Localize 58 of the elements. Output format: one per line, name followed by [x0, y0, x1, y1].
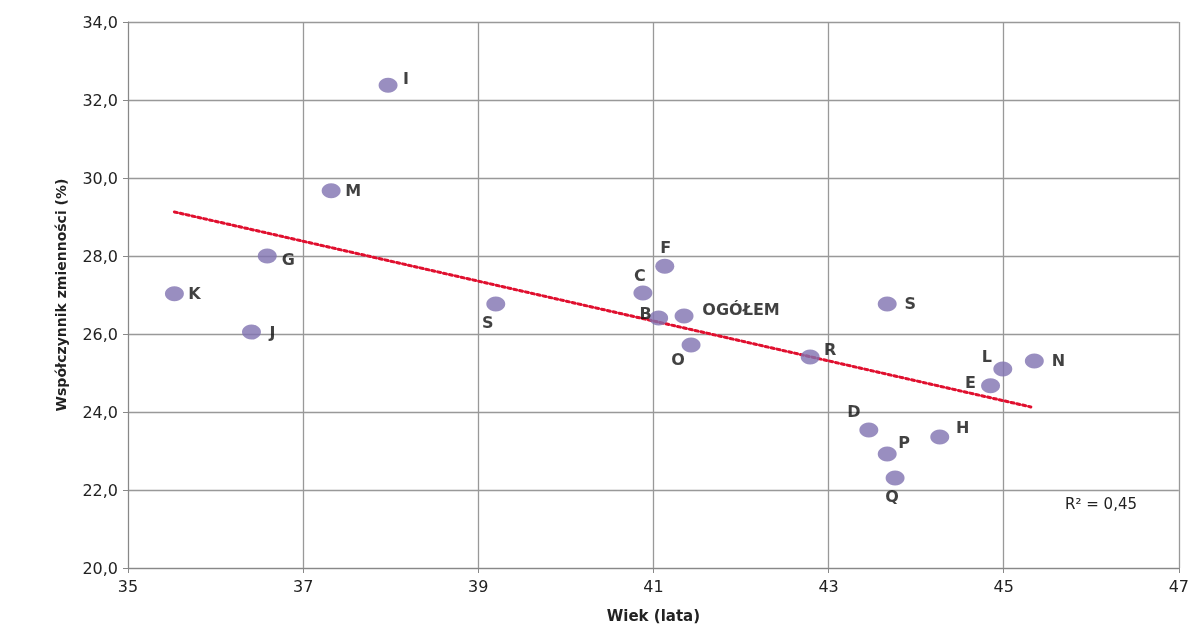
- y-tick-label: 22,0: [82, 480, 118, 500]
- annotation: O: [671, 350, 685, 370]
- point: [930, 429, 950, 445]
- annotation: J: [268, 322, 276, 342]
- point: [877, 296, 897, 312]
- y-tick-label: 24,0: [82, 402, 118, 422]
- point: [655, 258, 675, 274]
- annotation: P: [898, 432, 911, 452]
- point: [649, 310, 669, 326]
- annotation: E: [965, 373, 977, 393]
- annotation: M: [345, 181, 362, 201]
- point: [1024, 353, 1044, 369]
- point: [164, 286, 184, 302]
- annotation: S: [904, 294, 916, 314]
- point: [321, 183, 341, 199]
- annotation: L: [981, 346, 992, 366]
- annotation: F: [660, 237, 672, 257]
- annotation: Q: [885, 487, 899, 507]
- y-tick-label: 30,0: [82, 168, 118, 188]
- point: [633, 285, 653, 301]
- annotation: H: [956, 418, 970, 438]
- x-tick-label: 41: [643, 576, 664, 596]
- point: [681, 337, 701, 353]
- y-tick-label: 32,0: [82, 90, 118, 110]
- x-tick-label: 43: [818, 576, 839, 596]
- point: [859, 422, 879, 438]
- point: [486, 296, 506, 312]
- point: [885, 470, 905, 486]
- y-tick-label: 34,0: [82, 12, 118, 32]
- annotation: D: [847, 402, 861, 422]
- point: [257, 248, 277, 264]
- annotation: R² = 0,45: [1065, 494, 1138, 513]
- annotation: OGÓŁEM: [702, 299, 780, 319]
- y-tick-label: 26,0: [82, 324, 118, 344]
- y-tick-label: 20,0: [82, 558, 118, 578]
- x-tick-label: 47: [1168, 576, 1189, 596]
- x-tick-label: 39: [468, 576, 489, 596]
- x-tick-label: 37: [292, 576, 314, 596]
- point: [993, 361, 1013, 377]
- point: [800, 349, 820, 365]
- point: [378, 77, 398, 93]
- x-axis-title: Wiek (lata): [606, 606, 701, 625]
- annotation: S: [482, 313, 494, 333]
- x-tick-label: 45: [993, 576, 1014, 596]
- y-tick-label: 28,0: [82, 246, 118, 266]
- annotation: C: [634, 265, 646, 285]
- annotation: I: [403, 68, 410, 88]
- y-axis-title: Współczynnik zmienności (%): [53, 178, 69, 412]
- annotation: K: [188, 284, 202, 304]
- point: [674, 308, 694, 324]
- annotation: G: [281, 249, 295, 269]
- point: [981, 378, 1001, 394]
- point: [877, 446, 897, 462]
- point: [241, 324, 261, 340]
- x-tick-label: 35: [117, 576, 139, 596]
- annotation: R: [823, 339, 837, 359]
- annotation: B: [639, 303, 652, 323]
- annotation: N: [1051, 351, 1066, 371]
